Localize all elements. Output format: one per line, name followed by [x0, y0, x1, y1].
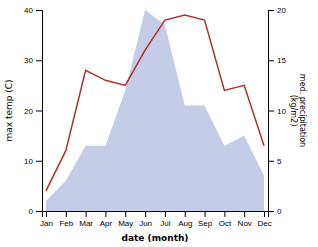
tick-mark — [46, 211, 47, 217]
tick-label: 0 — [29, 207, 34, 216]
tick-label: 0 — [277, 207, 282, 216]
tick-label: 5 — [277, 157, 282, 166]
tick-mark — [268, 60, 274, 61]
tick: Apr — [100, 211, 113, 228]
tick: 0 — [268, 207, 282, 216]
tick-label: Feb — [59, 219, 73, 228]
axis-line — [269, 11, 275, 212]
tick: Mar — [79, 211, 93, 228]
marks — [46, 10, 264, 211]
tick-mark — [36, 161, 42, 162]
tick-mark — [268, 111, 274, 112]
tick-label: 15 — [277, 56, 286, 65]
plot: Jan Feb Mar Apr May Jun Jul Aug Sep Oct Nov Dec 0 10 2… — [4, 6, 307, 243]
tick-mark — [205, 211, 206, 217]
tick-mark — [264, 211, 265, 217]
tick-label: 30 — [24, 56, 33, 65]
y2-axis: 0 5 10 15 20 — [268, 6, 286, 216]
tick-label: Sep — [198, 219, 213, 228]
tick-mark — [224, 211, 225, 217]
axis-line — [36, 11, 43, 212]
tick-label: Apr — [100, 219, 113, 228]
tick: 10 — [268, 107, 286, 116]
tick-label: Jun — [139, 219, 152, 228]
tick: 30 — [24, 56, 42, 65]
tick-label: 20 — [24, 107, 33, 116]
tick-mark — [66, 211, 67, 217]
tick-label: Jan — [40, 219, 53, 228]
line — [46, 15, 264, 191]
tick-label: Oct — [219, 219, 232, 228]
tick-label: May — [118, 219, 133, 228]
y-axis-title: max temp (C) — [4, 79, 14, 141]
tick-label: 20 — [277, 6, 286, 15]
x-axis: Jan Feb Mar Apr May Jun Jul Aug Sep Oct Nov Dec — [40, 211, 272, 228]
axis-line — [43, 212, 269, 218]
tick: 0 — [29, 207, 42, 216]
tick-label: 10 — [277, 107, 286, 116]
tick-label: Mar — [79, 219, 93, 228]
tick: Sep — [198, 211, 213, 228]
tick-mark — [268, 161, 274, 162]
tick-mark — [185, 211, 186, 217]
tick: Jan — [40, 211, 53, 228]
tick-mark — [36, 111, 42, 112]
tick: Dec — [257, 211, 271, 228]
tick: Nov — [238, 211, 252, 228]
tick: 20 — [268, 6, 286, 15]
tick-mark — [165, 211, 166, 217]
tick-mark — [36, 60, 42, 61]
tick-mark — [36, 211, 42, 212]
tick: May — [118, 211, 133, 228]
tick: 15 — [268, 56, 286, 65]
tick-label: Nov — [238, 219, 252, 228]
y-axis: 0 10 20 30 40 — [24, 6, 42, 216]
tick-mark — [36, 10, 42, 11]
tick-mark — [105, 211, 106, 217]
tick: Feb — [59, 211, 73, 228]
tick-mark — [145, 211, 146, 217]
tick-label: 40 — [24, 6, 33, 15]
tick: Jun — [139, 211, 152, 228]
tick: 10 — [24, 157, 42, 166]
tick: 5 — [268, 157, 282, 166]
tick-label: Jul — [160, 219, 170, 228]
tick-label: 10 — [24, 157, 33, 166]
chart: Jan Feb Mar Apr May Jun Jul Aug Sep Oct Nov Dec 0 10 2… — [0, 0, 318, 247]
area — [46, 10, 264, 211]
tick: Oct — [219, 211, 232, 228]
tick: 40 — [24, 6, 42, 15]
tick-mark — [244, 211, 245, 217]
tick-mark — [268, 211, 274, 212]
tick: Jul — [160, 211, 170, 228]
tick: 20 — [24, 107, 42, 116]
tick-mark — [86, 211, 87, 217]
tick-label: Aug — [178, 219, 192, 228]
tick: Aug — [178, 211, 192, 228]
y2-axis-title: med. precipitation(kg/m2) — [289, 74, 307, 147]
tick-mark — [268, 10, 274, 11]
x-axis-title: date (month) — [122, 233, 189, 243]
tick-mark — [125, 211, 126, 217]
tick-label: Dec — [257, 219, 271, 228]
